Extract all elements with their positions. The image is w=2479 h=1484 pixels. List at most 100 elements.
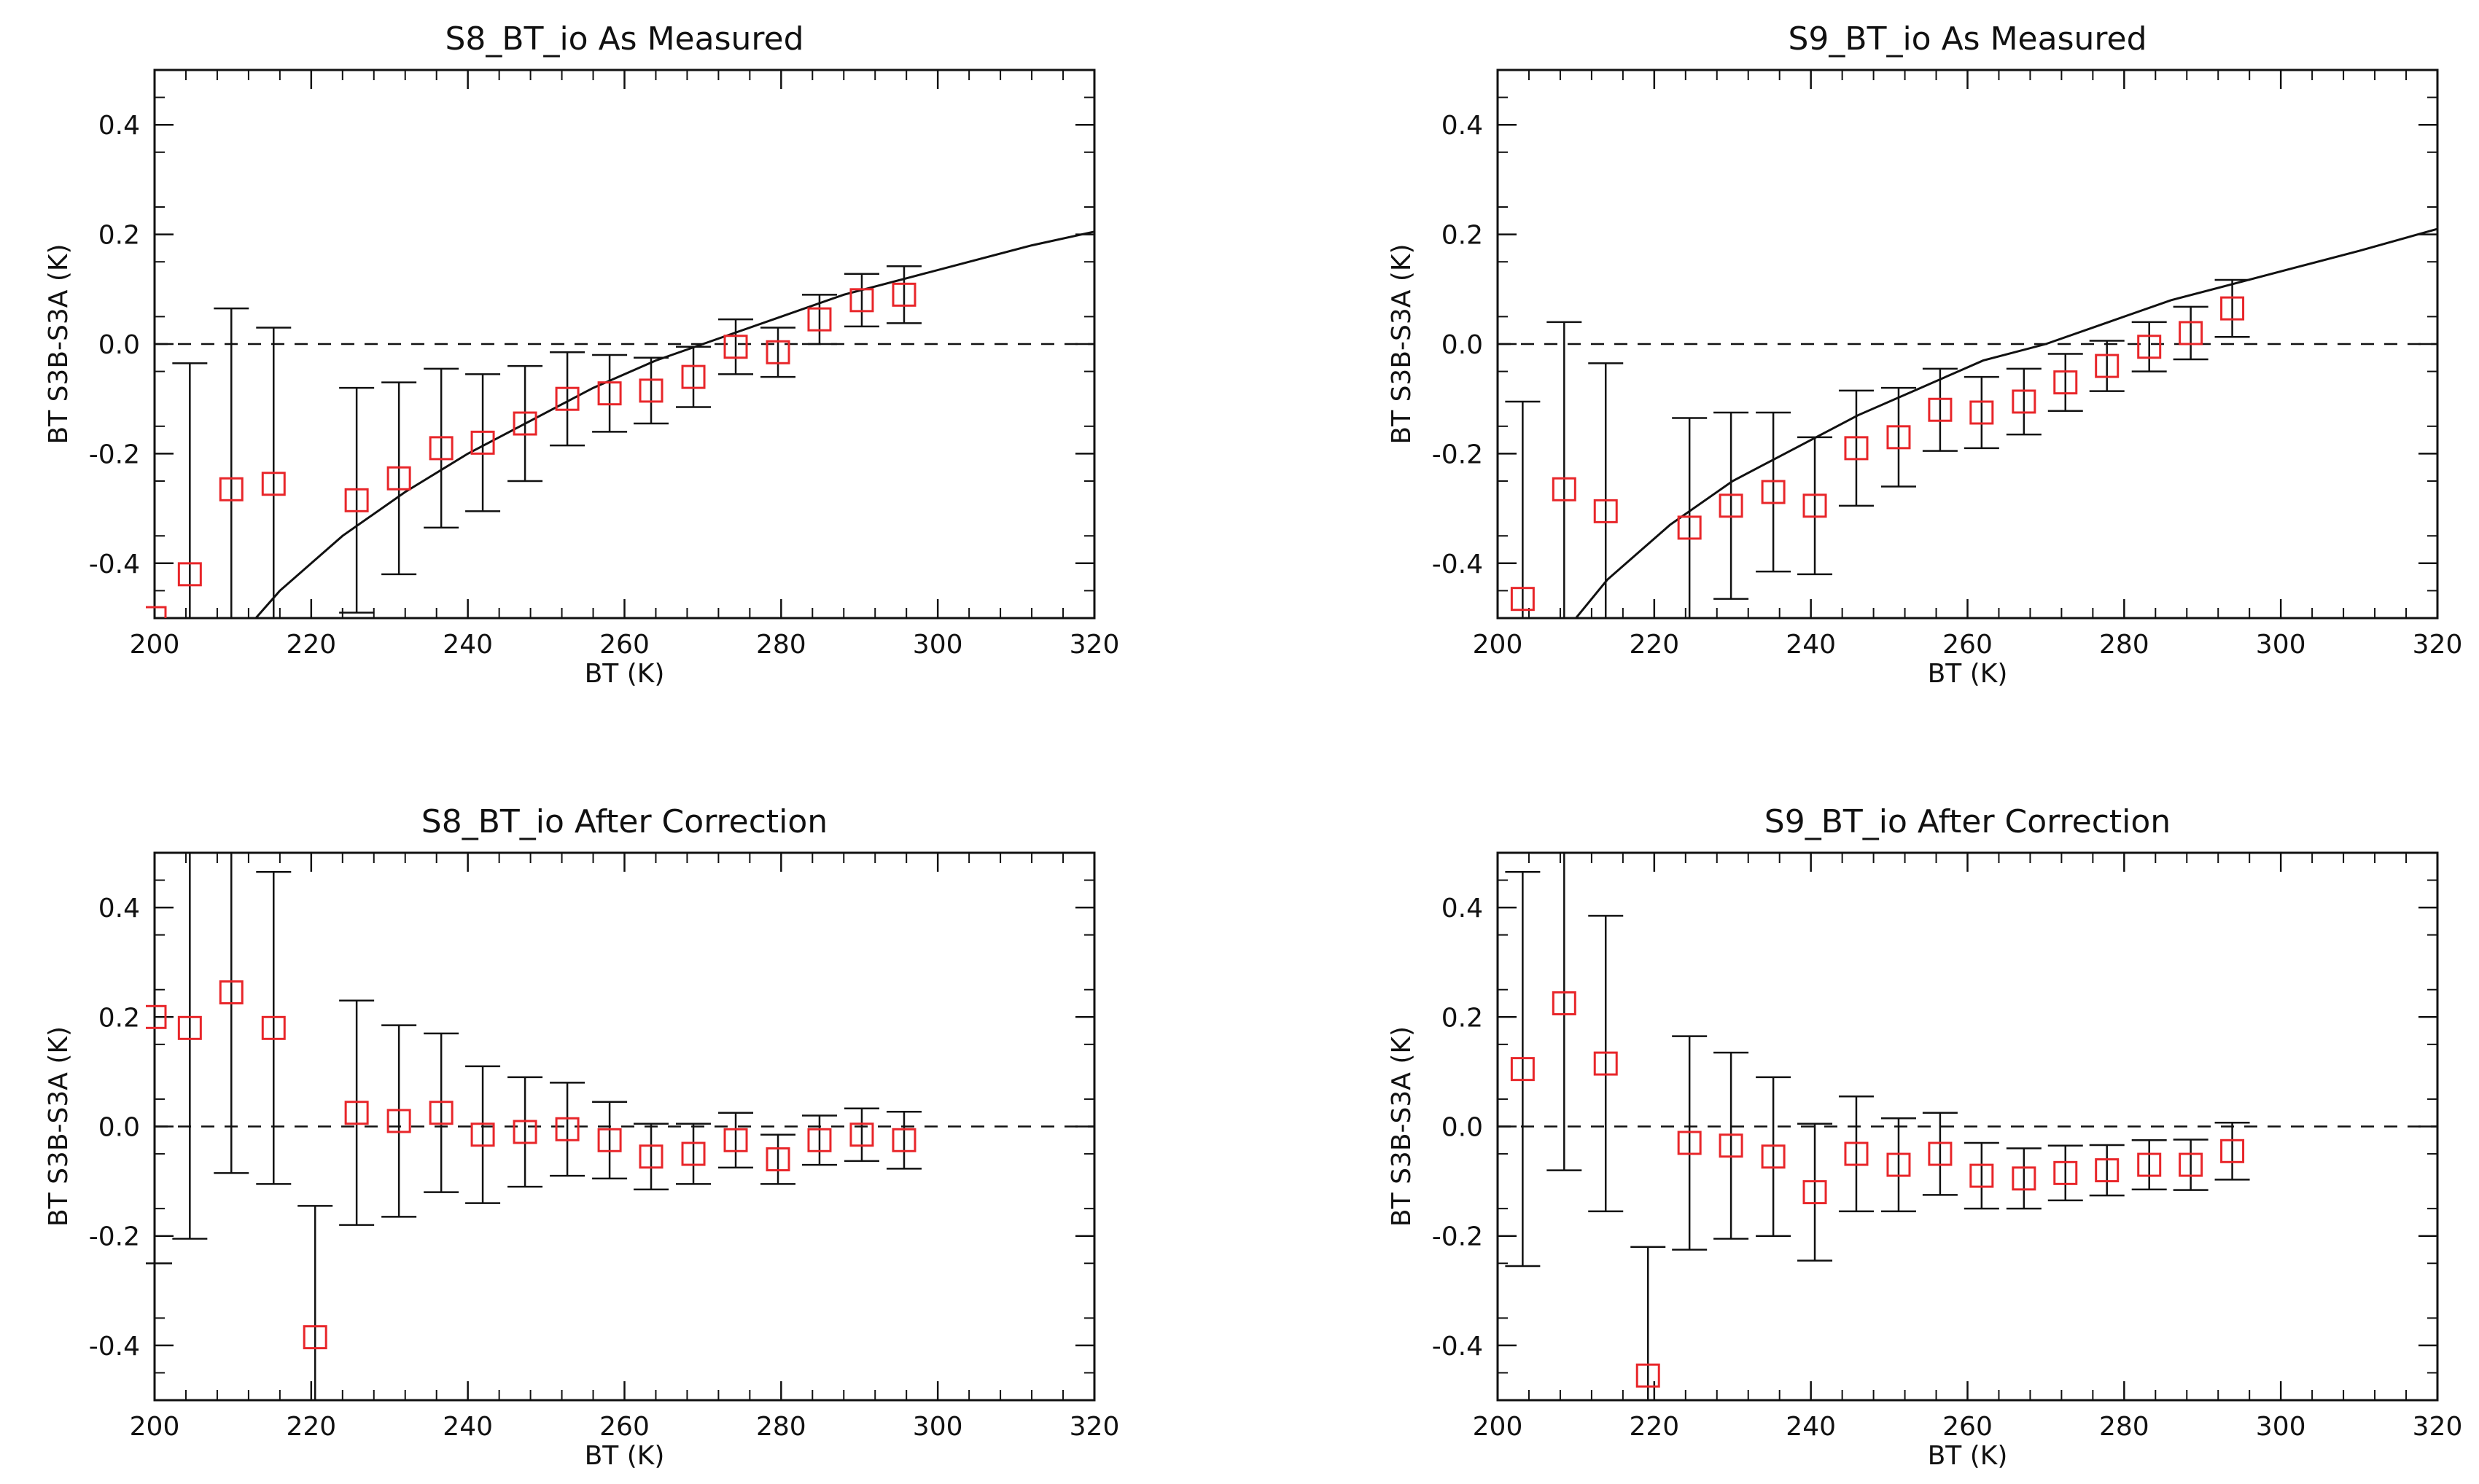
data-point <box>1969 1163 1994 1188</box>
data-point <box>681 364 706 389</box>
data-layer <box>1498 227 2438 618</box>
y-tick-label: 0.2 <box>98 1003 140 1033</box>
data-point <box>849 1122 874 1147</box>
x-tick-label: 220 <box>286 630 336 660</box>
y-tick-label: -0.4 <box>89 1332 140 1362</box>
x-tick-label: 300 <box>913 1412 963 1442</box>
x-tick-label: 220 <box>1629 630 1679 660</box>
chart-title: S8_BT_io After Correction <box>421 803 828 840</box>
data-point <box>723 1128 748 1152</box>
data-point <box>1802 493 1827 518</box>
data-point <box>1761 480 1786 504</box>
y-tick-label: 0.4 <box>1441 111 1483 141</box>
data-point <box>386 1109 411 1133</box>
x-tick-label: 200 <box>1473 1412 1523 1442</box>
chart-panel-4: S9_BT_io After Correction BT (K) BT S3B-S3… <box>1387 803 2462 1471</box>
data-point <box>344 488 369 512</box>
data-point <box>1552 991 1576 1016</box>
x-tick-label: 300 <box>2256 630 2306 660</box>
y-tick-label: 0.0 <box>1441 1113 1483 1143</box>
data-point <box>1510 587 1535 612</box>
data-point <box>219 477 244 501</box>
data-point <box>639 378 663 403</box>
data-point <box>1510 1057 1535 1082</box>
y-tick-label: -0.2 <box>89 440 140 469</box>
data-point <box>429 1101 454 1125</box>
data-point <box>1593 1051 1618 1076</box>
data-point <box>219 980 244 1005</box>
data-point <box>1802 1180 1827 1205</box>
y-tick-label: -0.4 <box>89 550 140 579</box>
data-point <box>2220 1139 2245 1163</box>
x-tick-label: 280 <box>2099 1412 2149 1442</box>
y-tick-label: 0.2 <box>1441 221 1483 251</box>
data-point <box>177 562 202 587</box>
y-tick-label: 0.4 <box>98 894 140 923</box>
data-point <box>1928 397 1953 422</box>
x-axis-label: BT (K) <box>1928 1441 2008 1471</box>
data-point <box>807 1128 832 1152</box>
x-tick-label: 260 <box>1942 1412 1993 1442</box>
y-tick-label: -0.4 <box>1432 1332 1483 1362</box>
y-tick-label: 0.0 <box>98 330 140 360</box>
chart-title: S9_BT_io As Measured <box>1788 20 2147 58</box>
x-tick-label: 320 <box>1070 630 1120 660</box>
fit-curve <box>254 230 1095 618</box>
data-point <box>1677 515 1702 540</box>
x-tick-label: 240 <box>443 630 493 660</box>
data-point <box>555 386 580 411</box>
y-tick-label: 0.0 <box>98 1113 140 1143</box>
x-tick-label: 260 <box>1942 630 1993 660</box>
data-point <box>1719 493 1743 518</box>
data-point <box>597 381 622 406</box>
chart-title: S8_BT_io As Measured <box>445 20 803 58</box>
y-tick-label: 0.4 <box>1441 894 1483 923</box>
chart-panel-3: S8_BT_io After Correction BT (K) BT S3B-S3… <box>44 803 1119 1471</box>
y-tick-label: 0.2 <box>1441 1003 1483 1033</box>
x-tick-label: 240 <box>1786 1412 1836 1442</box>
chart-panel-1: S8_BT_io As Measured BT (K) BT S3B-S3A (K)… <box>44 20 1119 689</box>
x-tick-label: 200 <box>130 1412 180 1442</box>
data-point <box>2137 335 2162 359</box>
data-point <box>1844 436 1869 461</box>
data-point <box>2053 1160 2078 1185</box>
x-tick-label: 320 <box>2413 630 2463 660</box>
x-axis-label: BT (K) <box>585 1441 665 1471</box>
data-point <box>2179 1152 2203 1177</box>
data-point <box>597 1128 622 1152</box>
data-layer <box>1498 853 2437 1400</box>
data-point <box>807 307 832 332</box>
y-tick-label: 0.0 <box>1441 330 1483 360</box>
data-point <box>2137 1152 2162 1177</box>
data-point <box>1886 1152 1911 1177</box>
data-point <box>766 1147 790 1172</box>
data-point <box>303 1325 327 1350</box>
data-point <box>723 335 748 359</box>
data-point <box>2220 296 2245 321</box>
x-axis-label: BT (K) <box>585 659 665 689</box>
x-tick-label: 200 <box>130 630 180 660</box>
x-tick-label: 240 <box>443 1412 493 1442</box>
data-point <box>1593 499 1618 523</box>
x-tick-label: 300 <box>2256 1412 2306 1442</box>
fit-curve <box>1574 227 2438 618</box>
x-tick-label: 280 <box>756 1412 806 1442</box>
y-tick-label: -0.2 <box>1432 1222 1483 1252</box>
data-point <box>2012 1166 2036 1191</box>
y-axis-label: BT S3B-S3A (K) <box>1387 243 1417 444</box>
data-point <box>1761 1144 1786 1169</box>
chart-title: S9_BT_io After Correction <box>1764 803 2171 840</box>
y-axis-label: BT S3B-S3A (K) <box>44 243 74 444</box>
data-point <box>1928 1141 1953 1166</box>
x-tick-label: 220 <box>1629 1412 1679 1442</box>
data-point <box>892 282 917 307</box>
data-point <box>2095 1158 2120 1183</box>
data-point <box>146 1004 167 1029</box>
data-point <box>681 1141 706 1166</box>
data-point <box>261 1015 286 1040</box>
data-point <box>1552 477 1576 501</box>
data-point <box>470 430 495 455</box>
x-tick-label: 280 <box>2099 630 2149 660</box>
data-point <box>1677 1130 1702 1155</box>
